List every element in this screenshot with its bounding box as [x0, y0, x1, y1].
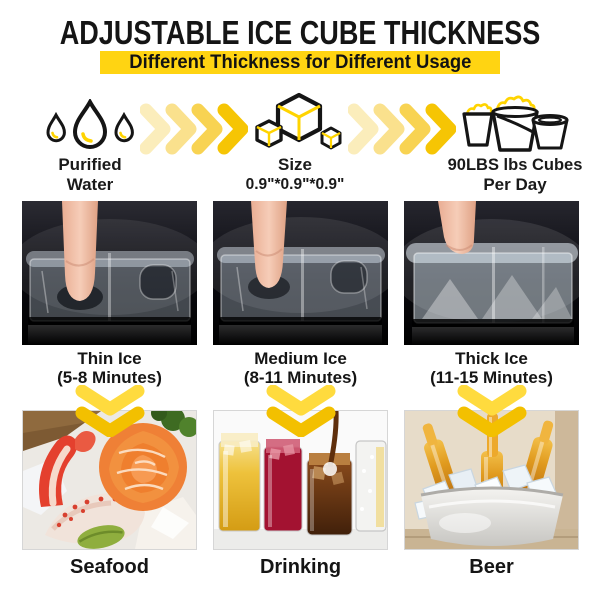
seafood-photo [22, 410, 197, 550]
thin-ice-label: Thin Ice (5-8 Minutes) [22, 349, 197, 387]
medium-ice-time: (8-11 Minutes) [243, 368, 358, 387]
chevron-down-arrow-beer [457, 385, 527, 437]
flow-step-size-line1: Size [277, 155, 313, 174]
water-drops-icon [46, 99, 134, 149]
flow-step-water-line1: Purified [58, 155, 122, 174]
medium-ice-title: Medium Ice [254, 349, 347, 368]
seafood-label: Seafood [70, 556, 149, 578]
chevron-down-arrow-seafood [75, 385, 145, 437]
thick-ice-photo [404, 201, 579, 345]
ice-buckets-icon [462, 95, 569, 152]
flow-step-label-capacity: 90LBS lbs Cubes Per Day [440, 155, 590, 195]
flow-step-capacity-line2: Per Day [483, 175, 547, 194]
drinking-label: Drinking [259, 556, 342, 578]
medium-ice-label: Medium Ice (8-11 Minutes) [213, 349, 388, 387]
thick-ice-time: (11-15 Minutes) [430, 368, 553, 387]
chevron-right-arrows-right [348, 103, 456, 155]
flow-step-capacity-line1: 90LBS lbs Cubes [447, 156, 583, 174]
ice-cubes-icon [255, 92, 342, 150]
thin-ice-time: (5-8 Minutes) [57, 368, 162, 387]
subtitle-banner-text: Different Thickness for Different Usage [128, 51, 472, 73]
flow-step-label-water: Purified Water [22, 155, 158, 195]
chevron-down-arrow-drinking [266, 385, 336, 437]
page-title: ADJUSTABLE ICE CUBE THICKNESS [59, 14, 541, 51]
medium-ice-photo [213, 201, 388, 345]
chevron-right-arrows-left [140, 103, 248, 155]
thick-ice-title: Thick Ice [455, 349, 528, 368]
flow-step-size-line2: 0.9"*0.9"*0.9" [245, 176, 345, 193]
thick-ice-label: Thick Ice (11-15 Minutes) [404, 349, 579, 387]
flow-step-water-line2: Water [66, 175, 114, 194]
subtitle-banner: Different Thickness for Different Usage [100, 51, 500, 74]
thin-ice-title: Thin Ice [77, 349, 142, 368]
thin-ice-photo [22, 201, 197, 345]
flow-step-label-size: Size 0.9"*0.9"*0.9" [225, 155, 365, 195]
beer-label: Beer [469, 556, 514, 578]
